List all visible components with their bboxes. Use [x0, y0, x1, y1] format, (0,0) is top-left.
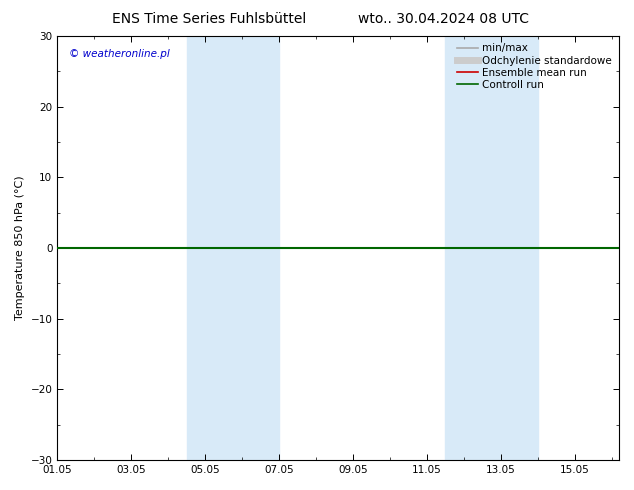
Bar [445, 36, 538, 460]
Bar [186, 36, 279, 460]
Legend: min/max, Odchylenie standardowe, Ensemble mean run, Controll run: min/max, Odchylenie standardowe, Ensembl… [455, 41, 614, 92]
Text: © weatheronline.pl: © weatheronline.pl [68, 49, 169, 59]
Y-axis label: Temperature 850 hPa (°C): Temperature 850 hPa (°C) [15, 176, 25, 320]
Text: wto.. 30.04.2024 08 UTC: wto.. 30.04.2024 08 UTC [358, 12, 529, 26]
Text: ENS Time Series Fuhlsbüttel: ENS Time Series Fuhlsbüttel [112, 12, 306, 26]
